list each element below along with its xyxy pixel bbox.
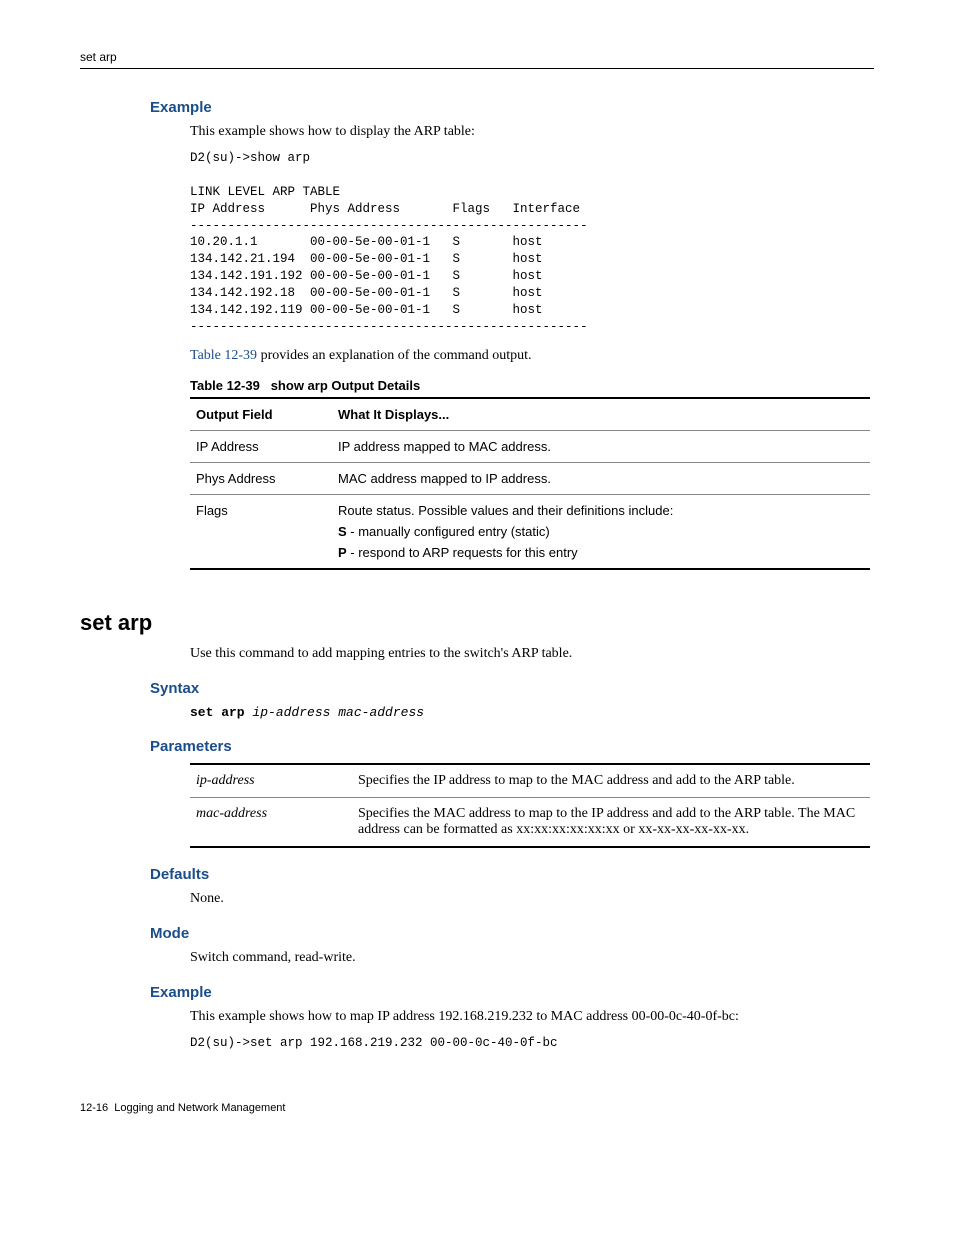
param-desc: Specifies the MAC address to map to the …: [352, 797, 870, 847]
table-caption-num: Table 12-39: [190, 378, 260, 393]
table-row: mac-address Specifies the MAC address to…: [190, 797, 870, 847]
table-ref-link[interactable]: Table 12-39: [190, 348, 257, 363]
flags-s: S - manually configured entry (static): [338, 524, 864, 539]
defaults-text: None.: [190, 891, 874, 907]
example2-code: D2(su)->set arp 192.168.219.232 00-00-0c…: [190, 1035, 874, 1052]
output-details-table: Output Field What It Displays... IP Addr…: [190, 397, 870, 570]
flags-p-bold: P: [338, 545, 347, 560]
syntax-cmd: set arp: [190, 705, 245, 720]
table-caption: Table 12-39 show arp Output Details: [190, 378, 874, 393]
flags-p: P - respond to ARP requests for this ent…: [338, 545, 864, 560]
example2-intro: This example shows how to map IP address…: [190, 1009, 874, 1025]
footer-page: 12-16: [80, 1102, 108, 1114]
syntax-line: set arp ip-address mac-address: [190, 705, 874, 720]
command-title: set arp: [80, 610, 874, 636]
table-row: IP Address IP address mapped to MAC addr…: [190, 430, 870, 462]
table-caption-title: show arp Output Details: [271, 378, 421, 393]
example2-heading: Example: [150, 984, 874, 1001]
flags-intro: Route status. Possible values and their …: [338, 503, 864, 518]
example-intro: This example shows how to display the AR…: [190, 124, 874, 140]
cell-field: Phys Address: [190, 462, 332, 494]
cell-desc: MAC address mapped to IP address.: [332, 462, 870, 494]
example-heading: Example: [150, 99, 874, 116]
parameters-table: ip-address Specifies the IP address to m…: [190, 763, 870, 848]
command-intro: Use this command to add mapping entries …: [190, 646, 874, 662]
flags-p-rest: - respond to ARP requests for this entry: [347, 545, 578, 560]
syntax-heading: Syntax: [150, 680, 874, 697]
cell-field: IP Address: [190, 430, 332, 462]
example-after: Table 12-39 provides an explanation of t…: [190, 348, 874, 364]
flags-s-rest: - manually configured entry (static): [347, 524, 550, 539]
example-code-block: D2(su)->show arp LINK LEVEL ARP TABLE IP…: [190, 150, 874, 336]
cell-field: Flags: [190, 494, 332, 569]
param-name: ip-address: [190, 764, 352, 798]
table-row: ip-address Specifies the IP address to m…: [190, 764, 870, 798]
parameters-heading: Parameters: [150, 738, 874, 755]
mode-text: Switch command, read-write.: [190, 950, 874, 966]
syntax-args: ip-address mac-address: [252, 705, 424, 720]
th-output-field: Output Field: [190, 398, 332, 431]
defaults-heading: Defaults: [150, 866, 874, 883]
param-name: mac-address: [190, 797, 352, 847]
flags-s-bold: S: [338, 524, 347, 539]
footer-text: Logging and Network Management: [114, 1102, 285, 1114]
page-footer: 12-16 Logging and Network Management: [80, 1102, 874, 1114]
param-desc: Specifies the IP address to map to the M…: [352, 764, 870, 798]
mode-heading: Mode: [150, 925, 874, 942]
cell-desc: IP address mapped to MAC address.: [332, 430, 870, 462]
header-text: set arp: [80, 50, 117, 64]
table-row: Phys Address MAC address mapped to IP ad…: [190, 462, 870, 494]
page-header: set arp: [80, 50, 874, 69]
cell-desc-flags: Route status. Possible values and their …: [332, 494, 870, 569]
th-what-displays: What It Displays...: [332, 398, 870, 431]
table-row: Flags Route status. Possible values and …: [190, 494, 870, 569]
example-after-text: provides an explanation of the command o…: [257, 348, 532, 363]
